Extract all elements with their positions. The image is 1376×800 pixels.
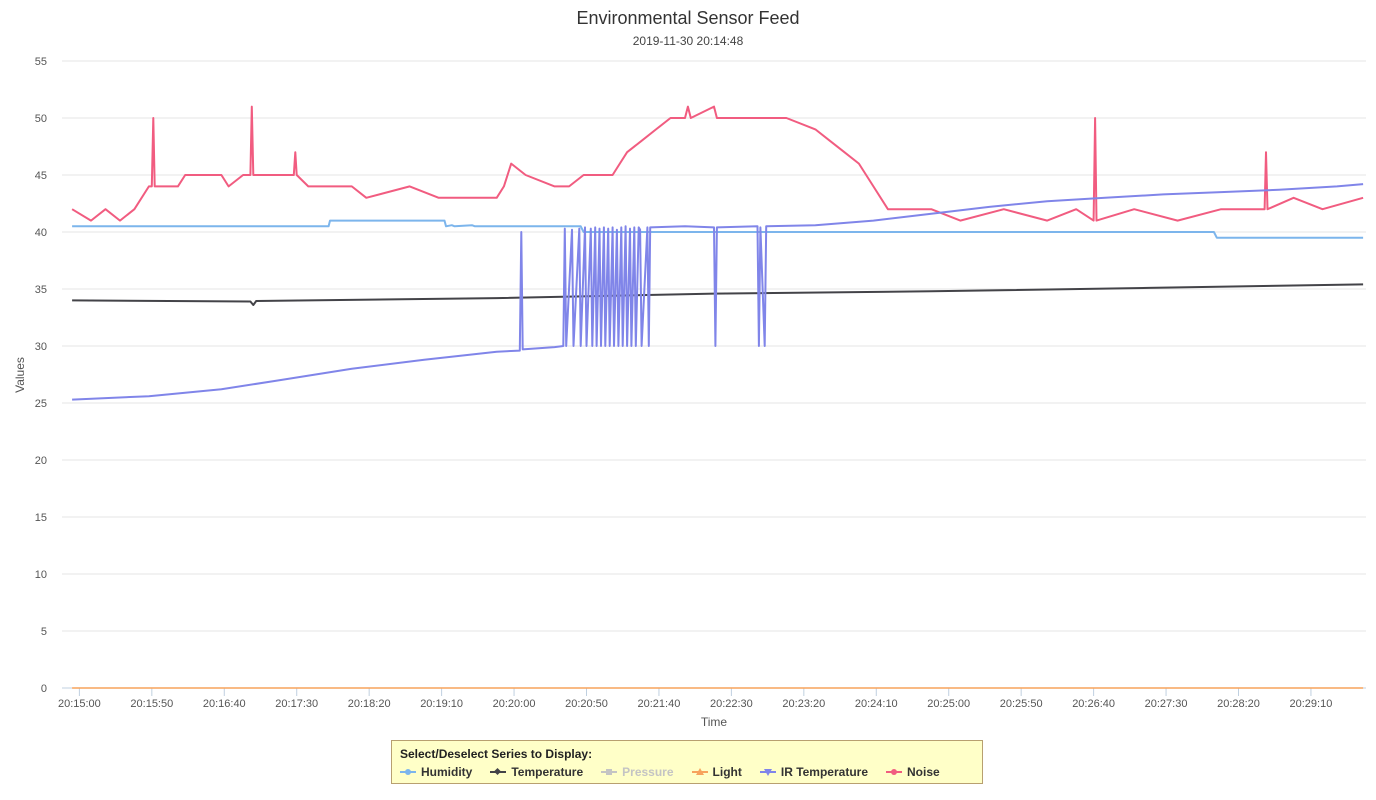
legend-marker-icon — [886, 767, 902, 777]
x-tick-label: 20:18:20 — [348, 698, 391, 710]
y-tick-label: 55 — [35, 56, 47, 68]
y-tick-label: 5 — [41, 626, 47, 638]
y-tick-label: 50 — [35, 113, 47, 125]
legend: Select/Deselect Series to Display: Humid… — [391, 740, 983, 784]
y-tick-label: 45 — [35, 170, 47, 182]
y-axis-ticks: 0 5 10 15 20 25 30 35 40 45 50 55 — [35, 56, 47, 695]
legend-marker-icon — [691, 767, 708, 777]
series-lines — [71, 105, 1364, 689]
legend-item-temperature[interactable]: Temperature — [490, 765, 583, 779]
legend-item-pressure[interactable]: Pressure — [601, 765, 674, 779]
legend-title: Select/Deselect Series to Display: — [400, 747, 593, 761]
legend-marker-icon — [759, 767, 776, 777]
legend-marker-icon — [601, 767, 618, 777]
legend-marker-icon — [490, 767, 507, 777]
y-axis-title: Values — [13, 357, 27, 393]
x-tick-label: 20:15:50 — [130, 698, 173, 710]
legend-items: Humidity Temperature Pressure Light IR Tempe… — [400, 765, 974, 779]
x-tick-label: 20:22:30 — [710, 698, 753, 710]
x-tick-label: 20:26:40 — [1072, 698, 1115, 710]
legend-label: Pressure — [622, 765, 674, 779]
y-tick-label: 25 — [35, 398, 47, 410]
series-line-noise — [71, 105, 1364, 222]
y-tick-label: 15 — [35, 512, 47, 524]
legend-label: Noise — [907, 765, 940, 779]
chart-subtitle: 2019-11-30 20:14:48 — [633, 34, 744, 48]
x-tick-label: 20:25:50 — [1000, 698, 1043, 710]
y-tick-label: 35 — [35, 284, 47, 296]
legend-item-humidity[interactable]: Humidity — [400, 765, 472, 779]
x-tick-label: 20:17:30 — [275, 698, 318, 710]
legend-label: Light — [712, 765, 742, 779]
x-tick-label: 20:28:20 — [1217, 698, 1260, 710]
series-line-ir-temperature — [72, 183, 1364, 401]
y-tick-label: 10 — [35, 569, 47, 581]
x-tick-label: 20:20:50 — [565, 698, 608, 710]
x-tick-label: 20:24:10 — [855, 698, 898, 710]
legend-label: IR Temperature — [780, 765, 868, 779]
x-tick-label: 20:27:30 — [1145, 698, 1188, 710]
legend-label: Temperature — [511, 765, 584, 779]
x-tick-label: 20:21:40 — [638, 698, 681, 710]
line-chart: Environmental Sensor Feed 2019-11-30 20:… — [13, 8, 1366, 729]
legend-item-noise[interactable]: Noise — [886, 765, 940, 779]
x-tick-label: 20:23:20 — [782, 698, 825, 710]
legend-label: Humidity — [421, 765, 473, 779]
x-tick-label: 20:29:10 — [1290, 698, 1333, 710]
legend-item-ir-temperature[interactable]: IR Temperature — [759, 765, 868, 779]
x-axis-ticks: 20:15:00 20:15:50 20:16:40 20:17:30 20:18:20… — [58, 688, 1332, 710]
x-axis-title: Time — [701, 715, 728, 729]
y-tick-label: 30 — [35, 341, 47, 353]
x-tick-label: 20:20:00 — [493, 698, 536, 710]
gridlines — [62, 60, 1366, 689]
x-tick-label: 20:16:40 — [203, 698, 246, 710]
legend-marker-icon — [400, 767, 416, 777]
y-tick-label: 0 — [41, 683, 47, 695]
y-tick-label: 40 — [35, 227, 47, 239]
series-line-humidity — [72, 219, 1364, 239]
x-tick-label: 20:15:00 — [58, 698, 101, 710]
y-tick-label: 20 — [35, 455, 47, 467]
x-tick-label: 20:19:10 — [420, 698, 463, 710]
legend-item-light[interactable]: Light — [691, 765, 742, 779]
x-tick-label: 20:25:00 — [927, 698, 970, 710]
series-line-temperature — [72, 283, 1364, 306]
chart-title: Environmental Sensor Feed — [576, 8, 799, 28]
